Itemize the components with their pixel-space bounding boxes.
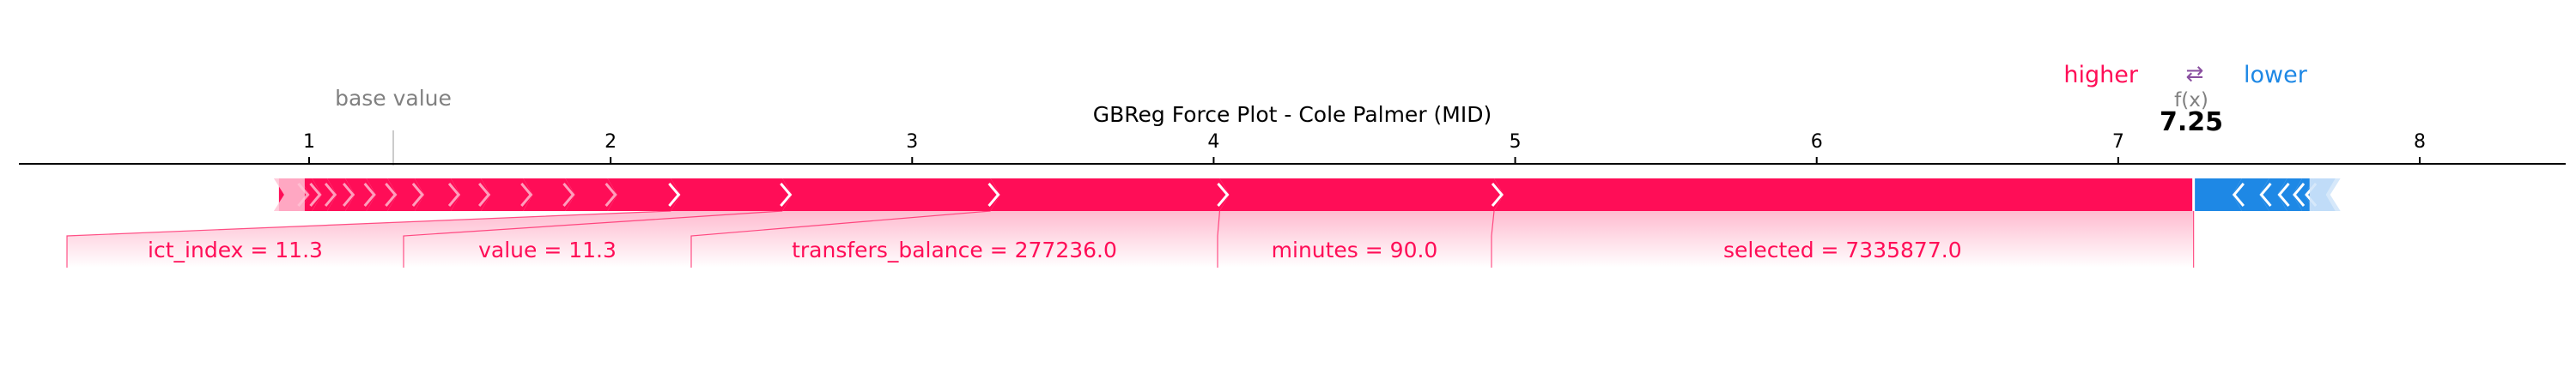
positive-bar-segment [565,178,617,211]
x-tick-label: 3 [906,131,918,153]
negative-chevron [2293,183,2306,207]
feature-connector [1217,210,1221,268]
feature-connector [1491,210,1495,268]
positive-chevron [478,183,491,207]
positive-chevron [780,183,793,207]
positive-chevron [987,183,1000,207]
positive-chevron [668,183,681,207]
feature-label: minutes = 90.0 [1272,238,1438,262]
x-tick-label: 7 [2112,131,2124,153]
negative-chevron [2232,183,2245,207]
positive-bar-fade [273,178,305,211]
x-tick-label: 4 [1207,131,1219,153]
feature-label: value = 11.3 [478,238,617,262]
positive-chevron [447,183,461,207]
positive-chevron [1217,183,1230,207]
base-value-label: base value [335,86,452,111]
positive-bar-segment [782,178,1000,211]
feature-label: ict_index = 11.3 [148,238,323,262]
x-tick-label: 8 [2414,131,2426,153]
feature-connector [690,210,991,268]
x-tick-label: 1 [303,131,315,153]
positive-chevron [520,183,533,207]
feature-label: transfers_balance = 277236.0 [792,238,1117,262]
negative-chevron [2277,183,2290,207]
feature-label-fill [67,211,783,268]
positive-chevron [309,183,322,207]
positive-bar-segment [300,178,322,211]
fx-label: f(x) [2174,89,2208,112]
label-fills [67,211,2194,268]
positive-bar-segment [671,178,793,211]
output-value: 7.25 [2160,107,2223,137]
positive-bar-segment [990,178,1230,211]
positive-bar-segment [481,178,533,211]
negative-bar-segment [2259,178,2287,211]
positive-bar-segment [414,178,461,211]
feature-labels: ict_index = 11.3 value = 11.3 transfers_ba… [66,210,2195,268]
legend-higher: higher [2063,62,2138,88]
negative-bar-segment [2277,178,2303,211]
positive-bar-segment [1493,178,2194,211]
feature-label: selected = 7335877.0 [1723,238,1962,262]
positive-bar-segment [1219,178,1504,211]
positive-bar-segment [327,178,355,211]
feature-connector [403,210,783,268]
negative-bar-segment [2293,178,2315,211]
legend-arrows-icon: ⇄ [2186,61,2204,86]
positive-chevron [385,183,398,207]
negative-bar-segment [2193,178,2242,211]
positive-chevron [605,183,617,207]
positive-chevron [342,183,355,207]
chart-title: GBReg Force Plot - Cole Palmer (MID) [1093,102,1492,127]
x-axis-ticks: 1 2 3 4 5 6 7 8 [303,131,2426,164]
feature-connector [66,210,671,268]
feature-label-fill [1492,211,2194,268]
positive-chevron [411,183,424,207]
positive-chevron [324,183,337,207]
x-tick-label: 2 [605,131,617,153]
positive-chevron [363,183,376,207]
positive-bar-segment [312,178,337,211]
force-bars [273,178,2341,211]
negative-chevron [2259,183,2272,207]
positive-chevron [1491,183,1504,207]
negative-bar-fade [2309,178,2341,211]
feature-label-fill [404,211,991,268]
positive-chevron [562,183,575,207]
x-tick-label: 5 [1510,131,1522,153]
x-tick-label: 6 [1811,131,1823,153]
positive-bar-segment [523,178,575,211]
feature-label-fill [1218,211,1494,268]
positive-bar-segment [607,178,681,211]
legend: higher ⇄ lower [2063,61,2307,88]
legend-lower: lower [2244,62,2308,88]
